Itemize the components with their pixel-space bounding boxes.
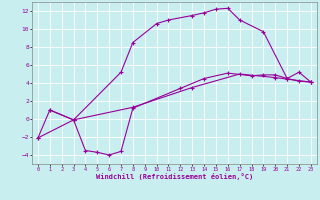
X-axis label: Windchill (Refroidissement éolien,°C): Windchill (Refroidissement éolien,°C) — [96, 173, 253, 180]
